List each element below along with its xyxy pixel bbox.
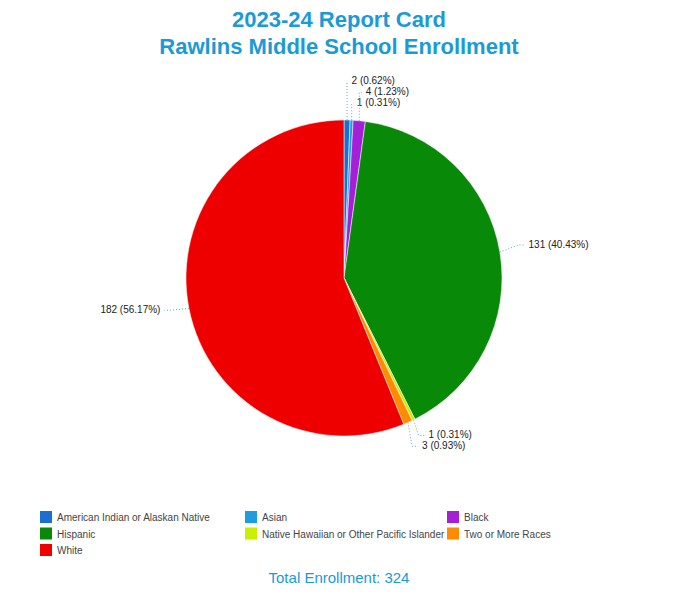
legend-label: Native Hawaiian or Other Pacific Islande… xyxy=(262,529,445,540)
data-labels: 2 (0.62%)1 (0.31%)4 (1.23%)131 (40.43%)1… xyxy=(100,75,588,451)
legend-swatch xyxy=(245,511,257,523)
leader-line xyxy=(164,308,189,310)
chart: 2023-24 Report CardRawlins Middle School… xyxy=(0,0,678,596)
legend-swatch xyxy=(40,528,52,540)
legend-item: White xyxy=(40,544,83,556)
legend-swatch xyxy=(245,528,257,540)
legend-swatch xyxy=(40,544,52,556)
leader-line xyxy=(359,92,361,120)
legend-swatch xyxy=(40,511,52,523)
annotation: Total Enrollment: 324 xyxy=(269,569,410,586)
legend-label: American Indian or Alaskan Native xyxy=(57,512,210,523)
legend-label: Hispanic xyxy=(57,529,95,540)
leader-line xyxy=(352,103,353,120)
legend-label: Two or More Races xyxy=(464,529,551,540)
data-label: 4 (1.23%) xyxy=(366,86,409,97)
data-label: 131 (40.43%) xyxy=(529,239,589,250)
leader-line xyxy=(414,420,425,435)
pie xyxy=(186,120,502,436)
slice xyxy=(186,120,404,436)
data-label: 1 (0.31%) xyxy=(429,429,472,440)
data-label: 1 (0.31%) xyxy=(357,97,400,108)
subtitle: Rawlins Middle School Enrollment xyxy=(159,34,519,59)
legend-item: Two or More Races xyxy=(447,528,551,540)
legend: American Indian or Alaskan Native Asian Bl… xyxy=(40,511,551,556)
leader-line xyxy=(347,81,348,120)
legend-swatch xyxy=(447,528,459,540)
legend-item: Asian xyxy=(245,511,287,523)
title: 2023-24 Report Card xyxy=(232,7,446,32)
legend-label: Black xyxy=(464,512,489,523)
legend-item: Hispanic xyxy=(40,528,95,540)
legend-label: Asian xyxy=(262,512,287,523)
legend-item: Black xyxy=(447,511,489,523)
leader-line xyxy=(408,422,418,446)
data-label: 2 (0.62%) xyxy=(352,75,395,86)
legend-item: Native Hawaiian or Other Pacific Islande… xyxy=(245,528,445,540)
legend-item: American Indian or Alaskan Native xyxy=(40,511,210,523)
data-label: 3 (0.93%) xyxy=(422,440,465,451)
data-label: 182 (56.17%) xyxy=(100,304,160,315)
leader-line xyxy=(500,245,525,252)
legend-label: White xyxy=(57,545,83,556)
legend-swatch xyxy=(447,511,459,523)
